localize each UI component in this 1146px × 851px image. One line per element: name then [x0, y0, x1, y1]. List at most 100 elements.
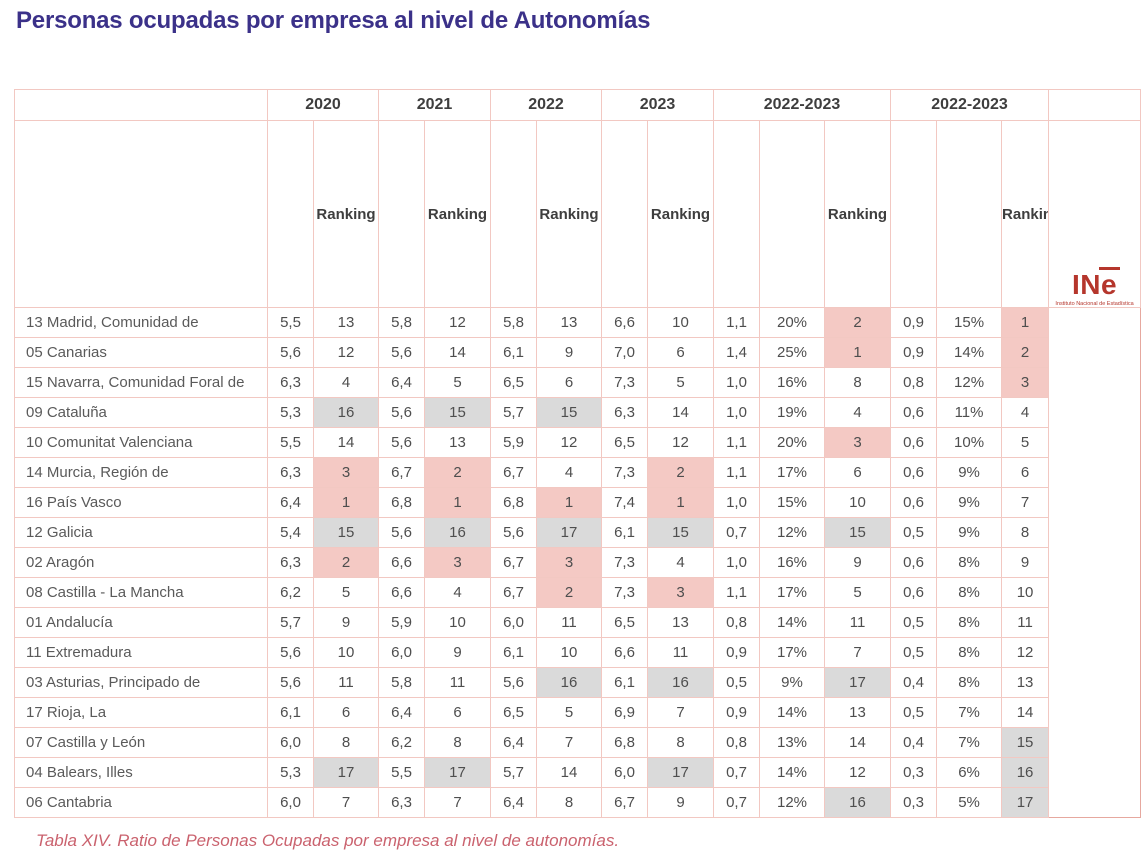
ranking-cell: 16	[424, 517, 491, 548]
ranking-cell: 4	[823, 397, 892, 428]
pct-cell: 10%	[936, 427, 1003, 458]
value-cell: 0,9	[713, 697, 760, 728]
sub-blank-cell	[267, 120, 314, 308]
ranking-cell: 2	[647, 457, 714, 488]
pct-cell: 17%	[759, 577, 825, 608]
pct-cell: 9%	[936, 487, 1003, 518]
ranking-cell: 7	[424, 787, 491, 818]
pct-cell: 12%	[759, 517, 825, 548]
value-cell: 6,8	[490, 487, 537, 518]
ranking-cell: 14	[313, 427, 379, 458]
sub-blank-cell	[490, 120, 537, 308]
page-title: Personas ocupadas por empresa al nivel d…	[16, 7, 651, 34]
region-cell: 04 Balears, Illes	[14, 757, 268, 788]
value-cell: 5,7	[490, 397, 537, 428]
value-cell: 5,4	[267, 517, 314, 548]
pct-cell: 9%	[759, 667, 825, 698]
pct-cell: 6%	[936, 757, 1003, 788]
pct-cell: 8%	[936, 577, 1003, 608]
ranking-cell: 4	[424, 577, 491, 608]
ranking-cell: 12	[1001, 637, 1050, 668]
value-cell: 7,3	[601, 547, 648, 578]
ranking-cell: 8	[823, 367, 892, 398]
value-cell: 5,6	[490, 517, 537, 548]
value-cell: 6,1	[490, 337, 537, 368]
ranking-cell: 11	[823, 607, 892, 638]
ranking-cell: 8	[536, 787, 602, 818]
value-cell: 5,3	[267, 397, 314, 428]
pct-cell: 14%	[936, 337, 1003, 368]
logo-column-header-cell	[1048, 89, 1142, 121]
ranking-cell: 6	[823, 457, 892, 488]
region-cell: 03 Asturias, Principado de	[14, 667, 268, 698]
ranking-cell: 16	[823, 787, 892, 818]
value-cell: 6,8	[601, 727, 648, 758]
ranking-cell: 9	[823, 547, 892, 578]
value-cell: 6,4	[267, 487, 314, 518]
ranking-header-cell: Ranking	[647, 120, 714, 308]
ranking-cell: 1	[313, 487, 379, 518]
value-cell: 0,9	[890, 337, 938, 368]
pct-cell: 8%	[936, 547, 1003, 578]
ranking-cell: 14	[823, 727, 892, 758]
ranking-cell: 7	[536, 727, 602, 758]
ranking-cell: 17	[1001, 787, 1050, 818]
ranking-cell: 6	[647, 337, 714, 368]
ranking-cell: 7	[647, 697, 714, 728]
pct-cell: 19%	[759, 397, 825, 428]
ranking-cell: 11	[424, 667, 491, 698]
value-cell: 6,4	[378, 367, 425, 398]
ranking-cell: 8	[1001, 517, 1050, 548]
table-row: 04 Balears, Illes 5,3 17 5,5 17 5,7 14 6,0 17 0,7…	[14, 757, 1141, 788]
ine-logo-text: INe	[1050, 267, 1140, 300]
ranking-cell: 2	[313, 547, 379, 578]
ine-logo-e: e	[1099, 267, 1121, 300]
pct-cell: 13%	[759, 727, 825, 758]
table-row: 16 País Vasco 6,4 1 6,8 1 6,8 1 7,4 1 1,0 15% 10 0,6…	[14, 487, 1141, 518]
value-cell: 6,5	[601, 607, 648, 638]
ranking-cell: 6	[424, 697, 491, 728]
value-cell: 7,0	[601, 337, 648, 368]
table-caption: Tabla XIV. Ratio de Personas Ocupadas po…	[36, 831, 620, 850]
ranking-cell: 15	[823, 517, 892, 548]
value-cell: 6,6	[378, 547, 425, 578]
pct-cell: 8%	[936, 637, 1003, 668]
ranking-cell: 17	[536, 517, 602, 548]
corner-cell	[14, 89, 268, 121]
value-cell: 6,4	[490, 727, 537, 758]
value-cell: 7,3	[601, 367, 648, 398]
ranking-cell: 14	[1001, 697, 1050, 728]
ranking-cell: 1	[823, 337, 892, 368]
ranking-cell: 10	[424, 607, 491, 638]
ranking-cell: 5	[313, 577, 379, 608]
value-cell: 6,3	[267, 367, 314, 398]
ranking-cell: 3	[313, 457, 379, 488]
value-cell: 0,7	[713, 757, 760, 788]
value-cell: 5,8	[490, 307, 537, 338]
value-cell: 1,1	[713, 577, 760, 608]
value-cell: 0,6	[890, 397, 938, 428]
ranking-cell: 5	[647, 367, 714, 398]
ranking-cell: 9	[536, 337, 602, 368]
value-cell: 6,9	[601, 697, 648, 728]
ranking-cell: 8	[424, 727, 491, 758]
year-header-5-2022-2023: 2022-2023	[890, 89, 1050, 121]
table-row: 17 Rioja, La 6,1 6 6,4 6 6,5 5 6,9 7 0,9 14% 13 0,5 7…	[14, 697, 1141, 728]
value-cell: 5,7	[267, 607, 314, 638]
value-cell: 5,6	[267, 637, 314, 668]
region-cell: 02 Aragón	[14, 547, 268, 578]
ranking-cell: 15	[1001, 727, 1050, 758]
ranking-cell: 17	[647, 757, 714, 788]
value-cell: 0,5	[890, 697, 938, 728]
ranking-cell: 15	[647, 517, 714, 548]
value-cell: 7,3	[601, 457, 648, 488]
ranking-cell: 8	[313, 727, 379, 758]
value-cell: 6,3	[601, 397, 648, 428]
ranking-cell: 6	[313, 697, 379, 728]
pct-cell: 14%	[759, 697, 825, 728]
value-cell: 5,5	[378, 757, 425, 788]
value-cell: 0,7	[713, 787, 760, 818]
region-cell: 07 Castilla y León	[14, 727, 268, 758]
value-cell: 0,5	[890, 517, 938, 548]
